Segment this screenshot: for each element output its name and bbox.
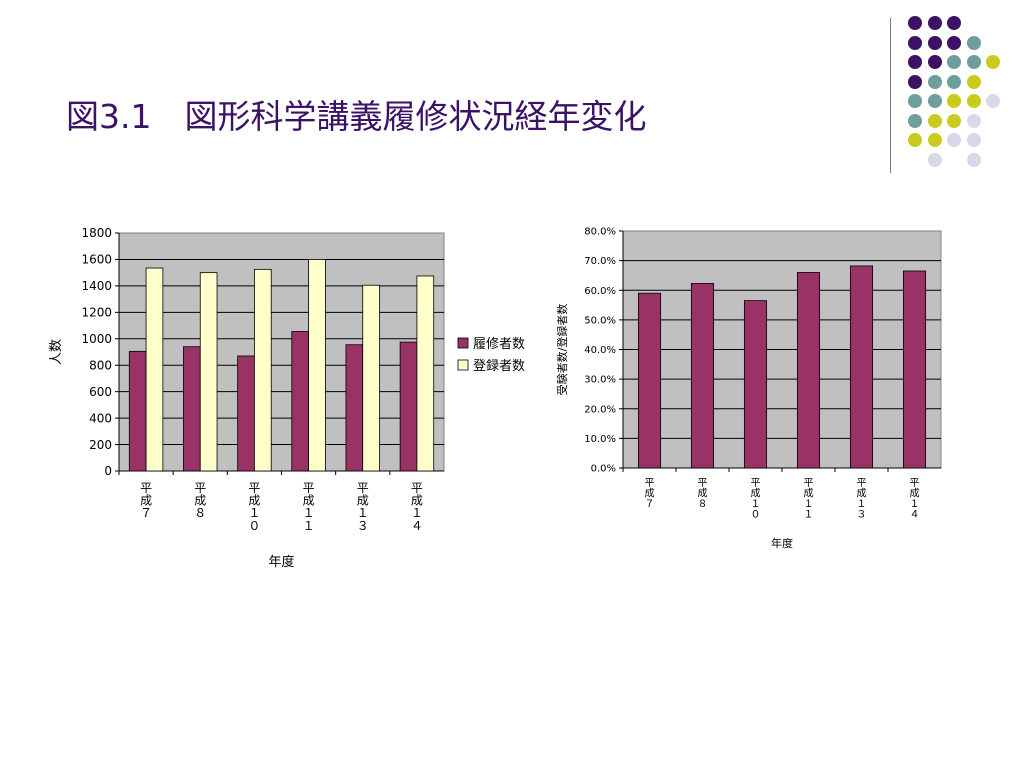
y-tick-label: 70.0% (584, 256, 616, 267)
slide-title: 図3.1 図形科学講義履修状況経年変化 (66, 97, 647, 136)
plot-area (118, 232, 445, 472)
legend-label: 登録者数 (473, 359, 525, 374)
y-tick-label: 1400 (81, 279, 112, 293)
y-tick-label: 30.0% (584, 375, 616, 386)
bar-series-2 (743, 300, 768, 469)
y-tick-label: 50.0% (584, 315, 616, 326)
x-category-label: 平成７ (645, 478, 655, 510)
bar-登録者数-2 (254, 268, 272, 472)
y-tick-label: 1800 (81, 226, 112, 240)
legend-label: 履修者数 (473, 337, 525, 352)
x-axis-title: 年度 (771, 536, 793, 550)
y-tick-label: 40.0% (584, 345, 616, 356)
bar-series-0 (637, 292, 662, 469)
bar-登録者数-1 (199, 272, 218, 472)
x-category-label: 平成１４ (411, 481, 423, 533)
y-tick-label: 60.0% (584, 286, 616, 297)
x-category-label: 平成８ (698, 478, 708, 510)
bar-登録者数-5 (416, 275, 435, 472)
y-tick-label: 0.0% (591, 464, 616, 475)
x-category-label: 平成１１ (303, 481, 315, 533)
y-tick-label: 20.0% (584, 404, 616, 415)
legend-swatch (457, 359, 469, 371)
x-category-label: 平成１３ (857, 478, 867, 521)
x-axis-title: 年度 (268, 554, 294, 570)
bar-登録者数-0 (145, 267, 164, 472)
y-tick-label: 800 (89, 358, 112, 372)
y-tick-label: 400 (89, 411, 112, 425)
y-axis-title: 受験者数/登録者数 (555, 304, 569, 396)
y-tick-label: 1200 (81, 306, 112, 320)
x-category-label: 平成１１ (804, 478, 814, 521)
y-tick-label: 10.0% (584, 434, 616, 445)
x-category-label: 平成１０ (751, 478, 761, 521)
x-category-label: 平成１３ (357, 481, 369, 533)
y-tick-label: 0 (104, 464, 112, 478)
x-category-label: 平成７ (140, 481, 152, 520)
y-tick-label: 80.0% (584, 227, 616, 238)
bar-登録者数-4 (362, 284, 380, 472)
bar-series-5 (902, 270, 927, 469)
x-category-label: 平成１０ (248, 481, 260, 533)
bar-登録者数-3 (308, 259, 326, 472)
y-tick-label: 600 (89, 385, 112, 399)
legend-swatch (457, 337, 469, 349)
x-category-label: 平成１４ (910, 478, 920, 521)
y-tick-label: 1600 (81, 253, 112, 267)
bar-series-3 (796, 272, 821, 469)
title-divider (890, 18, 891, 173)
bar-series-4 (849, 265, 874, 469)
y-tick-label: 1000 (81, 332, 112, 346)
y-axis-title: 人数 (49, 339, 64, 365)
bar-series-1 (690, 283, 715, 469)
y-tick-label: 200 (89, 438, 112, 452)
x-category-label: 平成８ (194, 481, 206, 520)
